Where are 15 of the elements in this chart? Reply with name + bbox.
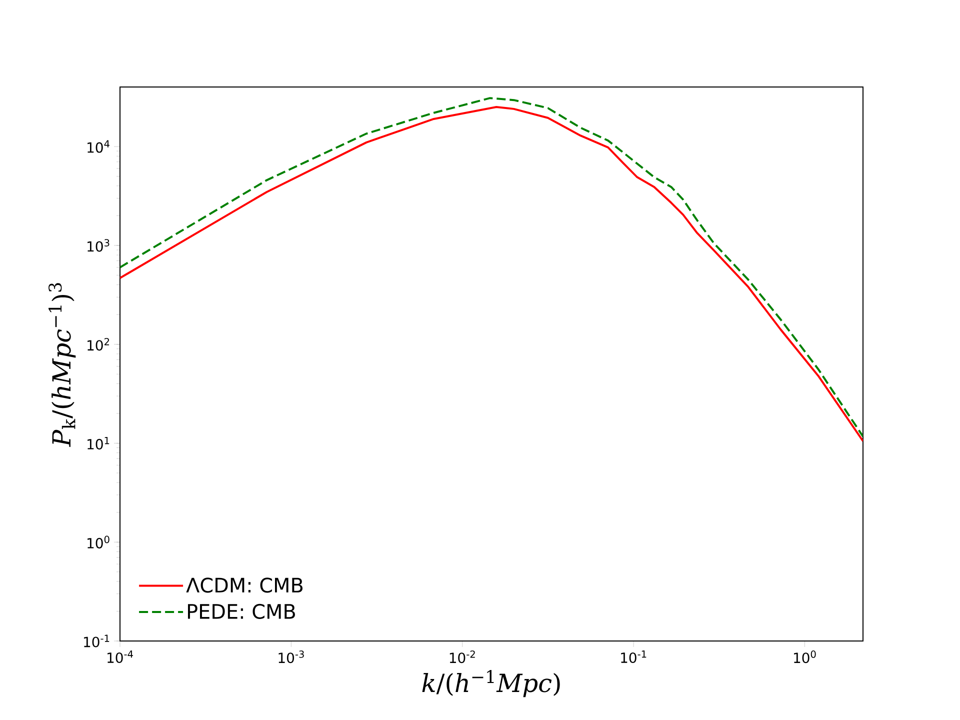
x-tick-label: 10$^{0}$ — [794, 650, 816, 664]
x-axis-title: k/(h$^{−1}$Mpc) — [422, 670, 560, 698]
y-tick-label: 10$^{4}$ — [88, 140, 110, 153]
x-tick-label: 10$^{-1}$ — [621, 650, 646, 664]
x-tick-label: 10$^{-3}$ — [278, 650, 304, 664]
x-tick-label: 10$^{-2}$ — [450, 650, 475, 664]
x-tick-label: 10$^{-4}$ — [108, 650, 133, 664]
y-tick-label: 10$^{0}$ — [88, 536, 110, 548]
y-tick-label: 10$^{-1}$ — [84, 634, 110, 648]
y-tick-label: 10$^{3}$ — [88, 239, 110, 252]
legend-label: ΛCDM: CMB — [186, 578, 302, 593]
legend-label: PEDE: CMB — [188, 604, 295, 619]
y-tick-label: 10$^{1}$ — [88, 436, 110, 450]
y-tick-label: 10$^{2}$ — [88, 338, 110, 351]
y-axis-title: P$_{k}$/(hMpc$^{−1}$)$^{3}$ — [48, 283, 76, 447]
